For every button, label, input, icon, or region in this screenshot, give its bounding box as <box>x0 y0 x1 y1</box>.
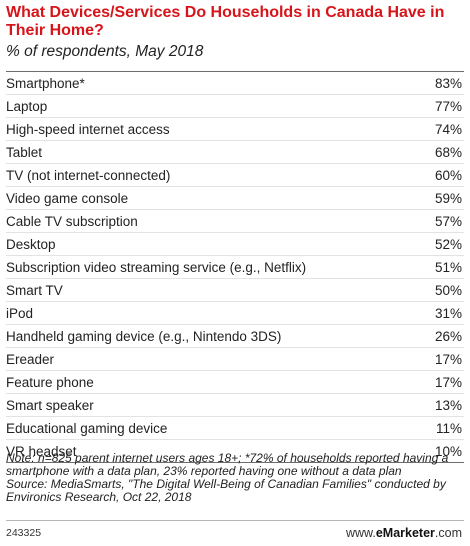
row-label: Tablet <box>6 145 43 160</box>
row-value: 57% <box>434 214 462 229</box>
table-row: Handheld gaming device (e.g., Nintendo 3… <box>6 325 464 348</box>
brand-prefix: www. <box>345 526 376 540</box>
table-row: Desktop 52% <box>6 233 464 256</box>
row-label: Smartphone* <box>6 76 85 91</box>
chart-subtitle: % of respondents, May 2018 <box>6 43 204 60</box>
row-label: Laptop <box>6 99 48 114</box>
row-value: 10% <box>434 444 462 459</box>
table-row: Video game console 59% <box>6 187 464 210</box>
row-label: Cable TV subscription <box>6 214 138 229</box>
table-row: Smart speaker 13% <box>6 394 464 417</box>
row-value: 31% <box>434 306 462 321</box>
brand-name: eMarketer <box>375 526 435 540</box>
row-label: Handheld gaming device (e.g., Nintendo 3… <box>6 329 282 344</box>
chart-title: What Devices/Services Do Households in C… <box>6 4 445 39</box>
table-row: Tablet 68% <box>6 141 464 164</box>
row-value: 83% <box>434 76 462 91</box>
row-value: 17% <box>434 375 462 390</box>
table-row: High-speed internet access 74% <box>6 118 464 141</box>
row-label: Subscription video streaming service (e.… <box>6 260 307 275</box>
row-value: 17% <box>434 352 462 367</box>
row-label: Feature phone <box>6 375 94 390</box>
table-row: Subscription video streaming service (e.… <box>6 256 464 279</box>
row-value: 11% <box>435 421 462 436</box>
row-label: Smart speaker <box>6 398 94 413</box>
row-value: 77% <box>434 99 462 114</box>
footer-rule <box>6 520 464 521</box>
table-row: VR headset 10% <box>6 440 464 463</box>
row-value: 52% <box>434 237 462 252</box>
row-label: High-speed internet access <box>6 122 170 137</box>
row-value: 50% <box>434 283 462 298</box>
table-row: Educational gaming device 11% <box>6 417 464 440</box>
chart-note: Note: n=825 parent internet users ages 1… <box>6 451 449 478</box>
table-row: Cable TV subscription 57% <box>6 210 464 233</box>
row-value: 51% <box>434 260 462 275</box>
row-label: TV (not internet-connected) <box>6 168 171 183</box>
row-label: Educational gaming device <box>6 421 168 436</box>
table-row: TV (not internet-connected) 60% <box>6 164 464 187</box>
table-row: Smartphone* 83% <box>6 72 464 95</box>
row-label: Desktop <box>6 237 56 252</box>
row-label: VR headset <box>6 444 77 459</box>
row-value: 68% <box>434 145 462 160</box>
row-value: 59% <box>434 191 462 206</box>
brand-suffix: .com <box>434 526 462 540</box>
chart-notes: Note: n=825 parent internet users ages 1… <box>6 452 464 504</box>
row-value: 60% <box>434 168 462 183</box>
table-row: Laptop 77% <box>6 95 464 118</box>
row-label: iPod <box>6 306 34 321</box>
row-label: Ereader <box>6 352 55 367</box>
row-label: Smart TV <box>6 283 63 298</box>
row-label: Video game console <box>6 191 129 206</box>
chart-id: 243325 <box>6 527 42 539</box>
row-value: 26% <box>434 329 462 344</box>
chart-source: Source: MediaSmarts, "The Digital Well-B… <box>6 477 446 504</box>
table-row: Ereader 17% <box>6 348 464 371</box>
data-table: Smartphone* 83% Laptop 77% High-speed intern… <box>6 72 464 463</box>
table-row: Smart TV 50% <box>6 279 464 302</box>
table-row: iPod 31% <box>6 302 464 325</box>
table-row: Feature phone 17% <box>6 371 464 394</box>
row-value: 13% <box>434 398 462 413</box>
row-value: 74% <box>434 122 462 137</box>
table-top-rule <box>6 71 464 72</box>
brand-link[interactable]: www.eMarketer.com <box>346 526 462 540</box>
